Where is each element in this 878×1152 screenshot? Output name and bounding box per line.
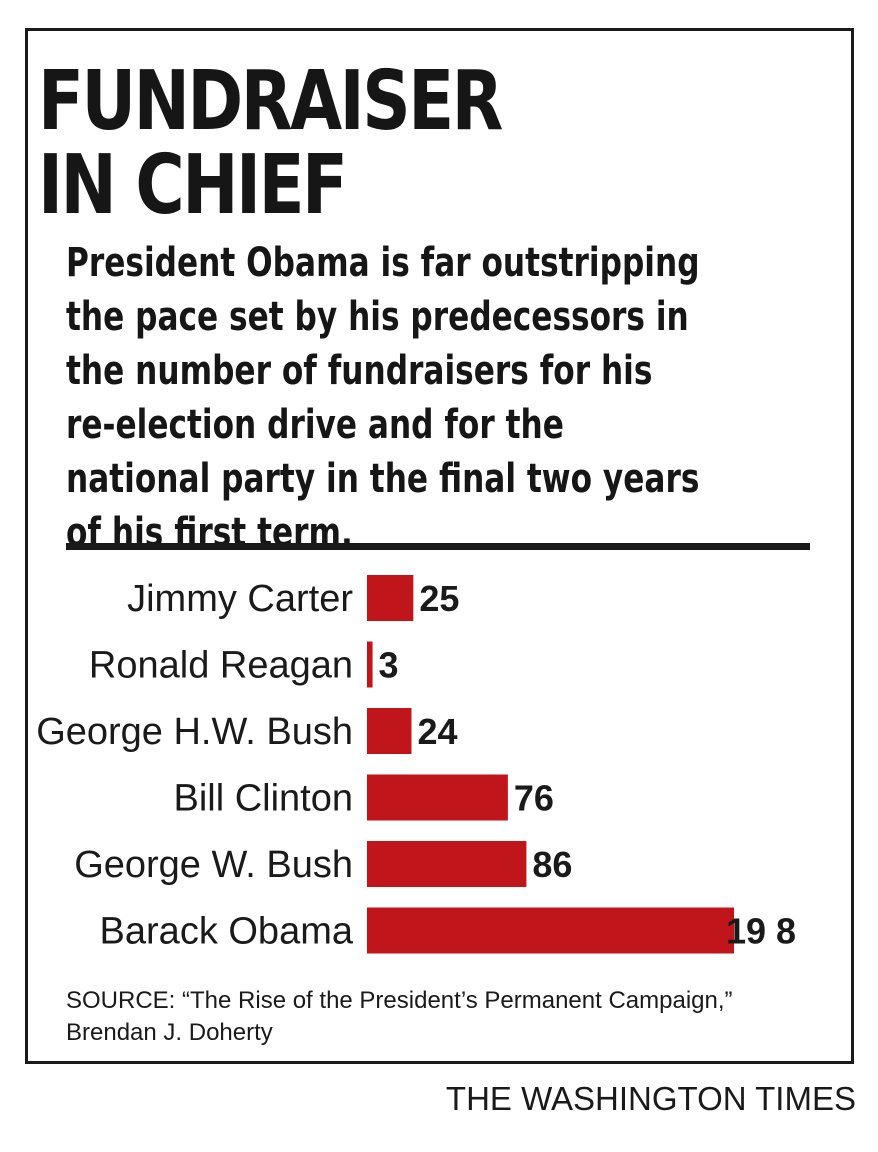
category-label: George W. Bush bbox=[74, 844, 353, 886]
source-note: SOURCE: “The Rise of the President’s Per… bbox=[66, 985, 846, 1049]
value-label: 19 8 bbox=[726, 911, 796, 952]
value-label: 24 bbox=[417, 711, 457, 752]
value-label: 25 bbox=[419, 578, 459, 619]
category-label: George H.W. Bush bbox=[36, 711, 353, 753]
title-divider bbox=[66, 543, 810, 550]
chart-frame bbox=[25, 28, 854, 1064]
bar bbox=[367, 708, 412, 754]
bar-chart: Jimmy Carter 25 Ronald Reagan 3 George H.W. … bbox=[36, 575, 796, 954]
category-label: Barack Obama bbox=[100, 911, 354, 953]
category-label: Jimmy Carter bbox=[127, 578, 353, 620]
subtitle-line: re-election drive and for the bbox=[66, 402, 564, 448]
bar bbox=[367, 774, 508, 821]
bar bbox=[367, 575, 414, 621]
publisher-credit: THE WASHINGTON TIMES bbox=[445, 1080, 856, 1117]
value-label: 86 bbox=[532, 844, 572, 885]
bar bbox=[367, 841, 527, 887]
value-label: 76 bbox=[514, 778, 554, 819]
subtitle-line: the pace set by his predecessors in bbox=[66, 294, 689, 340]
category-label: Ronald Reagan bbox=[89, 645, 353, 687]
chart-title: FUNDRAISER IN CHIEF bbox=[38, 60, 686, 228]
source-line: Brendan J. Doherty bbox=[66, 1019, 273, 1046]
value-label: 3 bbox=[379, 645, 399, 686]
title-line: IN CHIEF bbox=[38, 138, 348, 233]
category-label: Bill Clinton bbox=[173, 778, 353, 820]
subtitle-line: national party in the final two years bbox=[66, 456, 700, 502]
source-line: SOURCE: “The Rise of the President’s Per… bbox=[66, 987, 733, 1014]
chart-subtitle: President Obama is far outstripping the … bbox=[66, 236, 815, 560]
subtitle-line: of his first term. bbox=[66, 510, 353, 556]
subtitle-line: President Obama is far outstripping bbox=[66, 240, 700, 286]
title-line: FUNDRAISER bbox=[38, 54, 503, 149]
subtitle-line: the number of fundraisers for his bbox=[66, 348, 653, 394]
bar bbox=[367, 907, 734, 954]
bar bbox=[367, 641, 373, 688]
